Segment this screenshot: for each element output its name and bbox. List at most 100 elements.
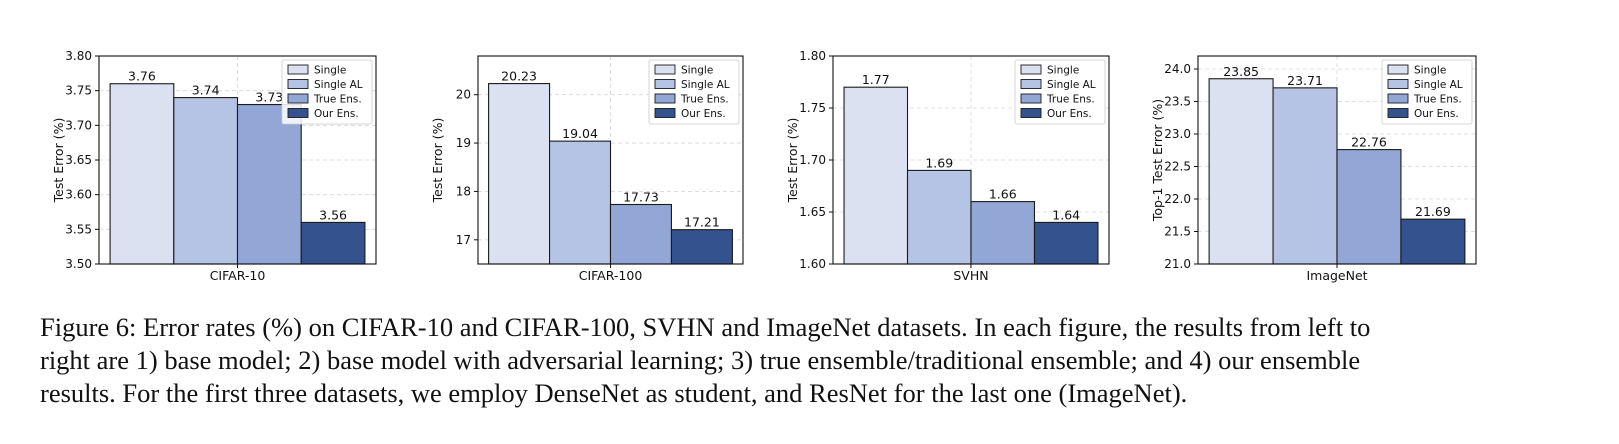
legend-label: Single xyxy=(314,65,346,77)
legend-label: Single xyxy=(681,65,713,77)
legend-label: Our Ens. xyxy=(1414,108,1459,120)
y-tick-label: 24.0 xyxy=(1164,62,1191,76)
bar-our-ens xyxy=(300,221,366,265)
bar-true-ens xyxy=(1336,149,1402,265)
y-tick-label: 21.0 xyxy=(1164,257,1191,271)
bar-value-label: 21.69 xyxy=(1415,204,1451,219)
chart-panel-2: 17 18 19 20 20.23 19.04 17.73 17.21 CIFAR-100 Tes… xyxy=(430,55,744,283)
legend-swatch xyxy=(654,79,676,89)
bar-value-label: 1.69 xyxy=(925,155,953,170)
legend-label: Our Ens. xyxy=(1047,108,1092,120)
bar-value-label: 17.21 xyxy=(684,215,720,230)
y-tick-label: 3.70 xyxy=(65,118,92,132)
y-tick-label: 1.70 xyxy=(799,153,826,167)
legend-swatch xyxy=(1387,108,1409,118)
bar-value-label: 1.66 xyxy=(989,187,1017,202)
x-axis-label: ImageNet xyxy=(1306,268,1367,283)
y-tick-label: 1.65 xyxy=(799,205,826,219)
legend-label: Single AL xyxy=(1414,79,1463,91)
legend-swatch xyxy=(1387,64,1409,75)
legend-swatch xyxy=(287,93,309,104)
bar-value-label: 1.77 xyxy=(862,72,890,87)
chart-panel-1: 3.50 3.55 3.60 3.65 3.70 3.75 3.80 3.76 3.74 3.73… xyxy=(51,49,377,283)
bar-value-label: 19.04 xyxy=(562,126,598,141)
legend-swatch xyxy=(287,79,309,89)
legend-swatch xyxy=(654,93,676,104)
y-axis-label: Test Error (%) xyxy=(51,118,66,204)
bar-value-label: 20.23 xyxy=(501,69,537,84)
legend-box xyxy=(281,59,373,125)
bar-value-label: 22.76 xyxy=(1351,135,1387,150)
legend-swatch xyxy=(654,108,676,118)
legend: Single Single AL True Ens. Our Ens. xyxy=(1014,59,1106,125)
y-axis-label: Test Error (%) xyxy=(785,118,800,204)
y-tick-label: 21.5 xyxy=(1164,225,1191,239)
legend-swatch xyxy=(287,64,309,75)
bar-value-label: 3.74 xyxy=(192,83,220,98)
legend-swatch xyxy=(1020,79,1042,89)
caption-line-3: results. For the first three datasets, w… xyxy=(40,378,1188,408)
y-axis-label: Test Error (%) xyxy=(430,118,445,204)
legend-label: Single AL xyxy=(681,79,730,91)
bar-single xyxy=(488,83,551,265)
bar-value-label: 3.76 xyxy=(128,69,156,84)
legend-label: Single xyxy=(1047,65,1079,77)
y-tick-label: 19 xyxy=(456,136,471,150)
caption-line-1: Figure 6: Error rates (%) on CIFAR-10 an… xyxy=(40,312,1371,342)
legend-swatch xyxy=(1020,108,1042,118)
y-tick-label: 3.75 xyxy=(65,84,92,98)
x-axis-label: CIFAR-10 xyxy=(210,268,266,283)
y-tick-label: 3.80 xyxy=(65,49,92,63)
legend-label: Our Ens. xyxy=(314,108,359,120)
legend-label: Single AL xyxy=(1047,79,1096,91)
bar-single xyxy=(1208,78,1274,265)
bar-single-al xyxy=(906,169,972,265)
bar-our-ens xyxy=(1033,221,1099,265)
legend-box xyxy=(648,59,740,125)
y-tick-label: 17 xyxy=(456,233,471,247)
bar-value-label: 3.73 xyxy=(255,90,283,105)
legend-swatch xyxy=(1020,64,1042,75)
chart-panel-4: 21.0 21.5 22.0 22.5 23.0 23.5 24.0 23.85 23.71 22… xyxy=(1150,55,1477,283)
y-tick-label: 1.60 xyxy=(799,257,826,271)
caption-line-2: right are 1) base model; 2) base model w… xyxy=(40,345,1361,375)
bar-single xyxy=(109,83,175,265)
bar-charts-figure: 3.50 3.55 3.60 3.65 3.70 3.75 3.80 3.76 3.74 3.73… xyxy=(51,49,1477,283)
legend-label: True Ens. xyxy=(313,94,362,106)
y-tick-label: 22.5 xyxy=(1164,160,1191,174)
legend: Single Single AL True Ens. Our Ens. xyxy=(281,59,373,125)
y-tick-label: 3.55 xyxy=(65,222,92,236)
chart-panel-3: 1.60 1.65 1.70 1.75 1.80 1.77 1.69 1.66 1.64 SVHN… xyxy=(785,49,1110,283)
bar-value-label: 3.56 xyxy=(319,207,347,222)
bar-true-ens xyxy=(236,103,302,265)
bar-single-al xyxy=(173,97,239,265)
bar-our-ens xyxy=(1400,218,1466,265)
legend: Single Single AL True Ens. Our Ens. xyxy=(648,59,740,125)
legend-swatch xyxy=(1387,93,1409,104)
bar-value-label: 1.64 xyxy=(1052,207,1080,222)
legend-label: True Ens. xyxy=(1046,94,1095,106)
legend-label: Single AL xyxy=(314,79,363,91)
legend-swatch xyxy=(1387,79,1409,89)
y-tick-label: 3.50 xyxy=(65,257,92,271)
legend-label: True Ens. xyxy=(680,94,729,106)
bar-value-label: 23.85 xyxy=(1223,64,1259,79)
x-axis-label: SVHN xyxy=(953,268,988,283)
y-tick-label: 3.60 xyxy=(65,188,92,202)
y-tick-label: 22.0 xyxy=(1164,192,1191,206)
bar-our-ens xyxy=(670,229,733,265)
legend-swatch xyxy=(1020,93,1042,104)
legend-box xyxy=(1381,59,1473,125)
y-tick-label: 23.0 xyxy=(1164,127,1191,141)
x-axis-label: CIFAR-100 xyxy=(579,268,643,283)
bar-true-ens xyxy=(609,203,673,265)
bar-single-al xyxy=(548,140,612,265)
y-axis-label: Top-1 Test Error (%) xyxy=(1150,99,1165,222)
bar-single-al xyxy=(1272,87,1338,265)
legend-box xyxy=(1014,59,1106,125)
y-tick-label: 3.65 xyxy=(65,153,92,167)
legend: Single Single AL True Ens. Our Ens. xyxy=(1381,59,1473,125)
y-tick-label: 1.75 xyxy=(799,101,826,115)
figure-caption: Figure 6: Error rates (%) on CIFAR-10 an… xyxy=(40,311,1590,410)
legend-label: Single xyxy=(1414,65,1446,77)
